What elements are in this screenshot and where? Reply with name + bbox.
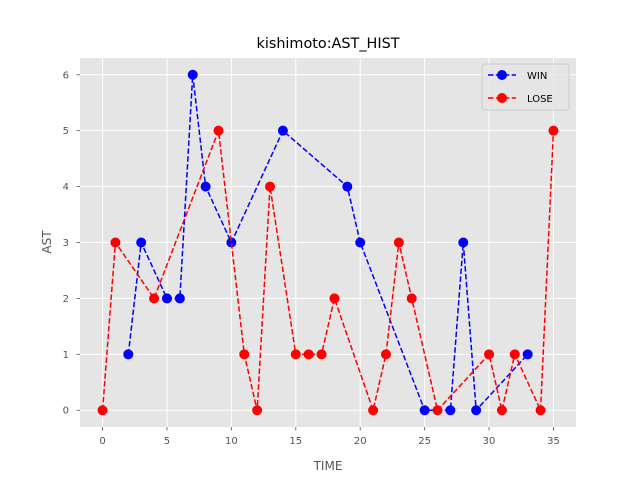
data-point-lose: [252, 405, 263, 416]
x-tick-label: 5: [164, 436, 170, 447]
x-tick-label: 15: [289, 436, 302, 447]
data-point-lose: [149, 293, 160, 304]
grid: [80, 58, 576, 427]
data-point-win: [445, 405, 456, 416]
data-point-lose: [548, 125, 559, 136]
legend-marker-win: [497, 70, 507, 80]
x-tick-label: 0: [99, 436, 105, 447]
x-ticks: 0 5 10 15 20 25 30 35: [99, 427, 560, 447]
legend-item-lose: LOSE: [488, 93, 553, 105]
data-point-lose: [393, 237, 404, 248]
x-axis-label: TIME: [313, 459, 343, 473]
data-point-lose: [213, 125, 224, 136]
data-point-lose: [329, 293, 340, 304]
data-point-lose: [97, 405, 108, 416]
series-win: [123, 69, 533, 416]
y-tick-label: 1: [63, 350, 69, 361]
data-point-win: [123, 349, 134, 360]
series-lose: [97, 125, 559, 416]
series-layer: [97, 69, 559, 416]
data-point-lose: [368, 405, 379, 416]
data-point-win: [342, 181, 353, 192]
data-point-win: [355, 237, 366, 248]
data-point-lose: [484, 349, 495, 360]
data-point-lose: [303, 349, 314, 360]
y-ticks: 0 1 2 3 4 5 6: [63, 70, 80, 417]
y-tick-label: 4: [63, 182, 69, 193]
y-axis-label: AST: [40, 230, 54, 254]
data-point-win: [419, 405, 430, 416]
data-point-win: [522, 349, 533, 360]
data-point-lose: [110, 237, 121, 248]
data-point-win: [187, 69, 198, 80]
legend-item-win: WIN: [488, 70, 547, 82]
y-tick-label: 5: [63, 126, 69, 137]
data-point-win: [458, 237, 469, 248]
data-point-win: [200, 181, 211, 192]
legend-marker-lose: [497, 93, 507, 103]
legend-label-lose: LOSE: [527, 94, 553, 105]
y-tick-label: 6: [63, 70, 69, 81]
data-point-lose: [265, 181, 276, 192]
data-point-lose: [406, 293, 417, 304]
data-point-lose: [290, 349, 301, 360]
series-line-lose: [101, 130, 555, 413]
y-tick-label: 2: [63, 294, 69, 305]
data-point-win: [471, 405, 482, 416]
data-point-lose: [239, 349, 250, 360]
data-point-lose: [496, 405, 507, 416]
legend-box: [481, 63, 570, 111]
y-tick-label: 3: [63, 238, 69, 249]
data-point-win: [136, 237, 147, 248]
legend-label-win: WIN: [527, 71, 547, 82]
x-tick-label: 30: [483, 436, 496, 447]
x-tick-label: 35: [547, 436, 560, 447]
data-point-lose: [432, 405, 443, 416]
data-point-lose: [535, 405, 546, 416]
x-tick-label: 10: [225, 436, 238, 447]
data-point-lose: [316, 349, 327, 360]
x-tick-label: 25: [418, 436, 431, 447]
x-tick-label: 20: [354, 436, 367, 447]
data-point-lose: [509, 349, 520, 360]
data-point-win: [277, 125, 288, 136]
y-tick-label: 0: [63, 406, 69, 417]
data-point-lose: [380, 349, 391, 360]
data-point-win: [161, 293, 172, 304]
chart-title: kishimoto:AST_HIST: [256, 36, 399, 52]
legend: WIN LOSE: [481, 63, 570, 111]
data-point-win: [174, 293, 185, 304]
